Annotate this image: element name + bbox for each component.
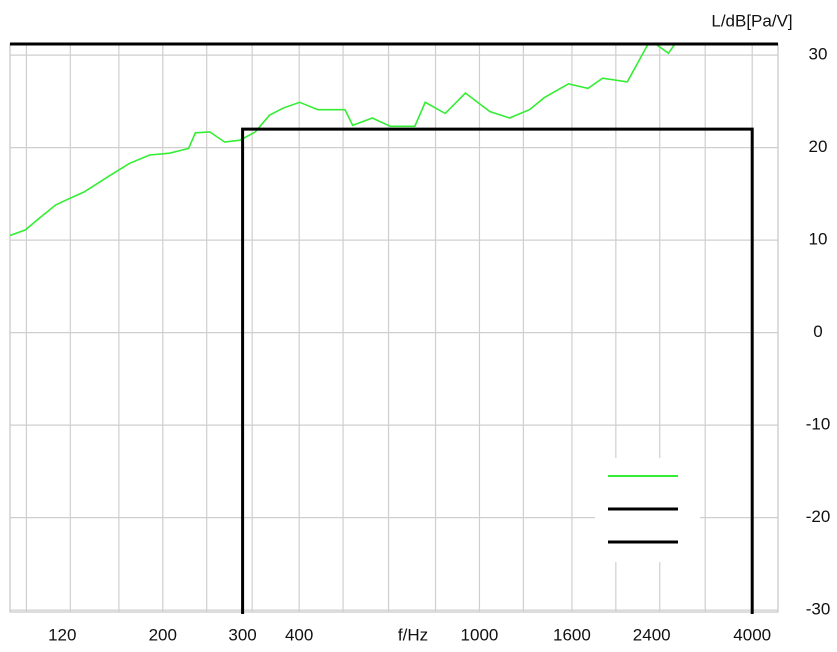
y-tick-label: 10 <box>809 230 828 249</box>
x-tick-label: 4000 <box>733 625 771 644</box>
y-tick-label: 30 <box>809 45 828 64</box>
x-tick-label: 1600 <box>553 625 591 644</box>
y-tick-label: 0 <box>813 322 822 341</box>
x-tick-label: 200 <box>149 625 177 644</box>
y-axis-label: L/dB[Pa/V] <box>711 11 792 30</box>
y-tick-label: -10 <box>806 415 831 434</box>
x-tick-label: 120 <box>48 625 76 644</box>
x-tick-label: 300 <box>228 625 256 644</box>
y-tick-label: 20 <box>809 137 828 156</box>
x-axis-label: f/Hz <box>398 625 428 644</box>
series-line <box>241 127 754 614</box>
y-tick-label: -30 <box>806 600 831 619</box>
x-tick-label: 1000 <box>461 625 499 644</box>
x-tick-label: 2400 <box>633 625 671 644</box>
y-tick-label: -20 <box>806 507 831 526</box>
series-line <box>10 43 676 237</box>
x-tick-label: 400 <box>285 625 313 644</box>
